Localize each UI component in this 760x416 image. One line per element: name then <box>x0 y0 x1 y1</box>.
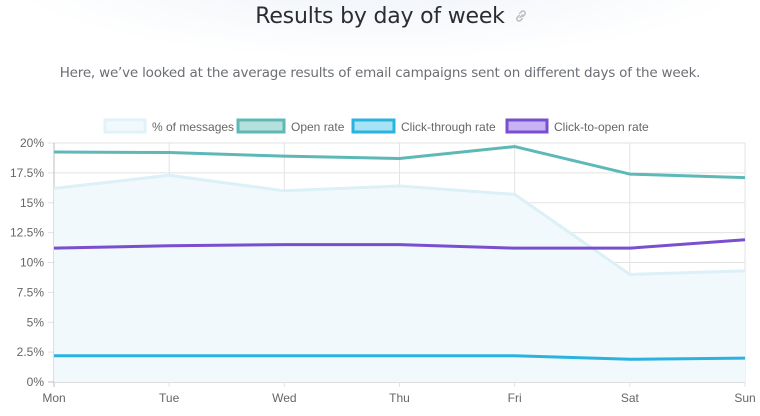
x-tick-label: Sun <box>734 391 755 405</box>
x-tick-label: Wed <box>272 391 296 405</box>
y-tick-label: 7.5% <box>17 285 45 299</box>
y-tick-label: 2.5% <box>17 345 45 359</box>
legend-swatch <box>103 118 147 134</box>
x-tick-label: Tue <box>159 391 180 405</box>
legend-swatch <box>236 118 286 134</box>
legend-item-open-rate[interactable]: Open rate <box>236 118 345 134</box>
link-icon[interactable] <box>513 8 529 24</box>
header-background <box>0 0 760 60</box>
area-fill-messages <box>54 175 745 382</box>
x-tick-label: Sat <box>621 391 640 405</box>
y-tick-label: 5% <box>27 315 45 329</box>
page-title: Results by day of week <box>255 4 505 29</box>
legend-label: % of messages <box>152 120 234 134</box>
y-tick-label: 20% <box>20 136 44 150</box>
title-row: Results by day of week <box>0 4 760 29</box>
series-line-click-to-open-rate[interactable] <box>53 238 746 250</box>
series-line-click-through-rate[interactable] <box>54 354 746 361</box>
legend-item-click-to-open-rate[interactable]: Click-to-open rate <box>505 118 649 134</box>
y-tick-label: 0% <box>27 375 45 389</box>
legend-label: Open rate <box>291 120 345 134</box>
legend-label: Click-through rate <box>401 120 496 134</box>
y-tick-label: 10% <box>20 256 44 270</box>
series-line-open-rate[interactable] <box>53 145 746 180</box>
legend-swatch <box>351 118 396 134</box>
x-tick-label: Thu <box>389 391 410 405</box>
legend-label: Click-to-open rate <box>554 120 649 134</box>
y-tick-label: 17.5% <box>10 166 44 180</box>
series-line-of-messages[interactable] <box>53 173 746 276</box>
page-subtitle: Here, we’ve looked at the average result… <box>59 65 701 81</box>
x-tick-label: Fri <box>508 391 522 405</box>
legend-item-click-through-rate[interactable]: Click-through rate <box>351 118 496 134</box>
x-tick-label: Mon <box>42 391 65 405</box>
y-tick-label: 15% <box>20 196 44 210</box>
legend-swatch <box>505 118 549 134</box>
line-chart: % of messages Open rate Click-through rate… <box>10 118 756 405</box>
y-tick-label: 12.5% <box>10 226 44 240</box>
legend-item-of-messages[interactable]: % of messages <box>103 118 234 134</box>
